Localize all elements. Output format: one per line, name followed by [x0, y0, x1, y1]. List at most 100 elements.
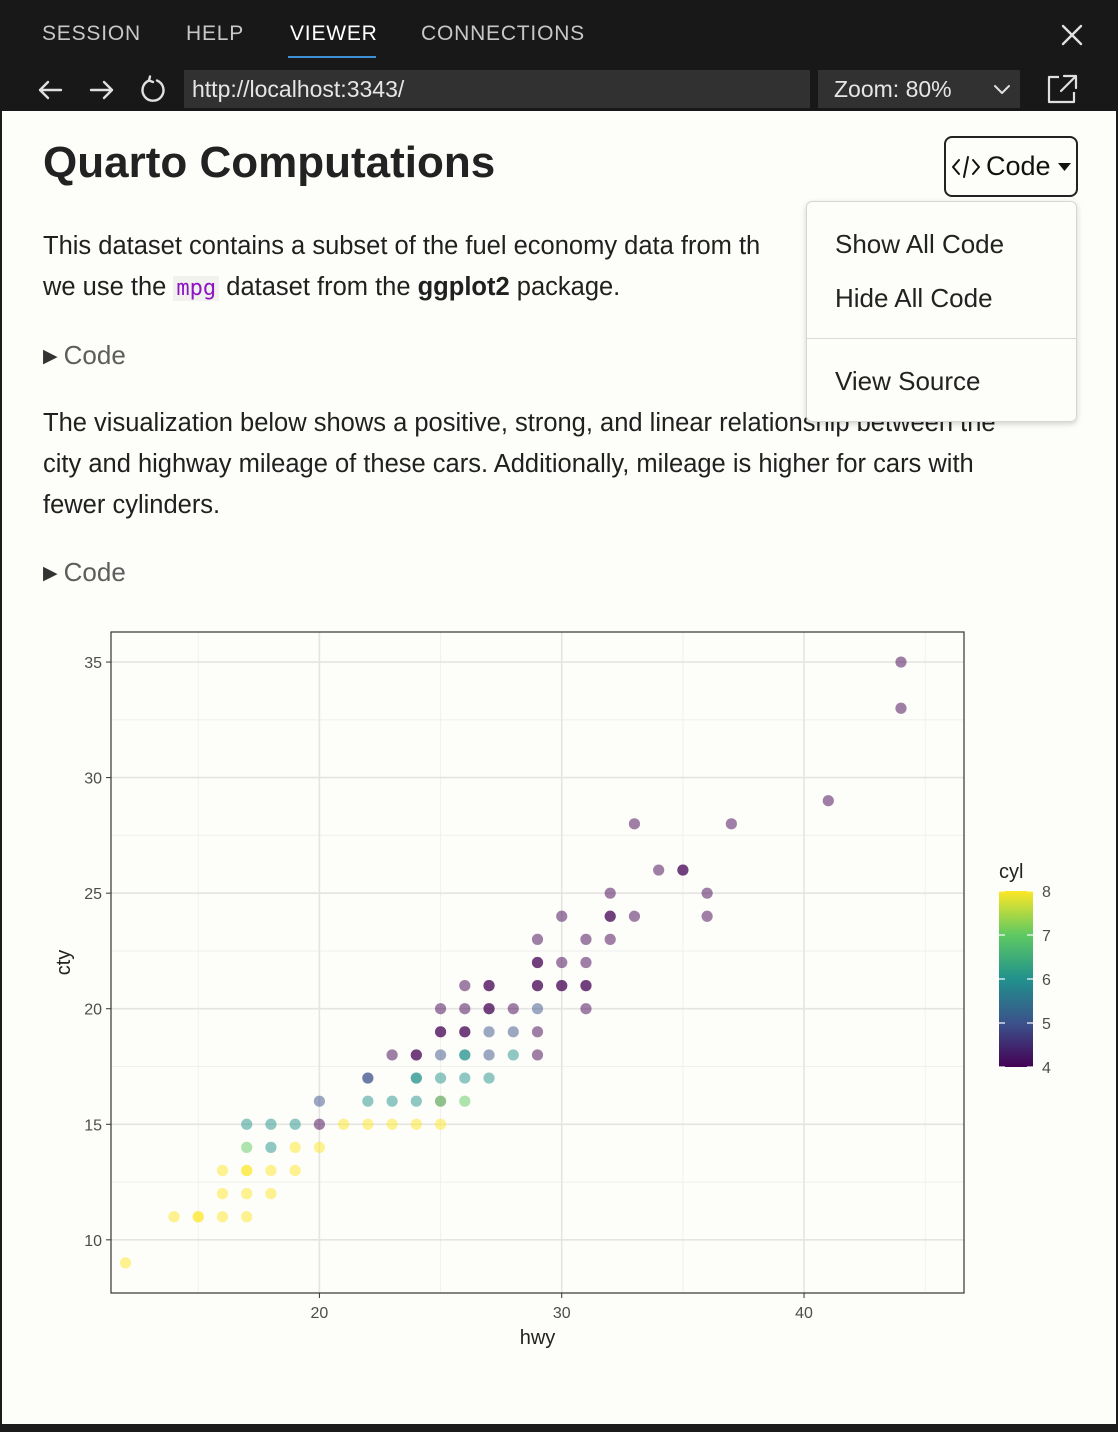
scatter-point — [434, 1049, 447, 1061]
scatter-point — [265, 1164, 277, 1177]
color-legend: cyl 4 5 6 7 8 — [999, 861, 1051, 1077]
viz-line-2: city and highway mileage of these cars. … — [43, 450, 974, 478]
legend-label: 4 — [1042, 1060, 1051, 1077]
scatter-point — [531, 956, 544, 969]
active-tab-indicator — [288, 56, 376, 58]
scatter-point — [556, 980, 568, 992]
close-icon[interactable] — [1058, 20, 1086, 50]
legend-title: cyl — [999, 861, 1023, 883]
scatter-point — [507, 1049, 519, 1061]
scatter-point — [362, 1118, 374, 1130]
scatter-point — [410, 1118, 422, 1130]
scatter-point — [241, 1164, 253, 1177]
x-tick-label: 20 — [311, 1305, 329, 1322]
scatter-point — [895, 656, 907, 668]
url-input[interactable]: http://localhost:3343/ — [184, 70, 810, 108]
text-segment: we use the — [43, 273, 174, 301]
legend-label: 7 — [1042, 928, 1051, 945]
scatter-point — [459, 1003, 471, 1015]
scatter-point — [701, 910, 713, 922]
scatter-point — [410, 1049, 422, 1061]
scatter-point — [507, 1026, 519, 1038]
y-tick-label: 10 — [84, 1233, 102, 1250]
x-tick-label: 30 — [553, 1305, 571, 1322]
tab-connections[interactable]: CONNECTIONS — [421, 22, 585, 45]
intro-line-1: This dataset contains a subset of the fu… — [43, 232, 761, 260]
scatter-point — [459, 1072, 471, 1084]
code-fold-toggle-1[interactable]: ▶ Code — [43, 340, 126, 371]
text-segment: dataset from the — [219, 273, 418, 301]
scatter-point — [604, 887, 616, 899]
scatter-point — [822, 795, 834, 807]
code-fold-label: Code — [63, 557, 126, 587]
scatter-point — [410, 1072, 422, 1084]
chevron-down-icon — [994, 85, 1010, 94]
tab-viewer[interactable]: VIEWER — [290, 22, 378, 45]
scatter-point — [604, 933, 616, 945]
scatter-point — [604, 910, 616, 922]
scatter-point — [434, 1026, 447, 1038]
menu-divider — [807, 338, 1076, 339]
scatter-point — [386, 1049, 398, 1061]
zoom-value: Zoom: 80% — [834, 76, 952, 102]
scatter-point — [265, 1118, 277, 1130]
zoom-select[interactable]: Zoom: 80% — [818, 70, 1020, 108]
scatter-point — [168, 1211, 180, 1223]
scatter-point — [628, 818, 641, 830]
inline-code-mpg: mpg — [173, 276, 220, 301]
scatter-point — [192, 1211, 204, 1223]
tab-session[interactable]: SESSION — [42, 22, 141, 45]
text-segment: package. — [509, 273, 621, 301]
tab-help[interactable]: HELP — [186, 22, 245, 45]
scatter-point — [241, 1211, 253, 1223]
menu-item-view-source[interactable]: View Source — [835, 366, 981, 396]
scatter-point — [289, 1118, 301, 1130]
code-fold-toggle-2[interactable]: ▶ Code — [43, 557, 126, 588]
scatter-point — [241, 1118, 253, 1130]
scatter-point — [483, 1072, 495, 1084]
legend-label: 6 — [1042, 972, 1051, 989]
y-axis-label: cty — [53, 950, 75, 976]
y-tick-label: 35 — [84, 655, 102, 672]
scatter-point — [459, 1049, 471, 1061]
y-tick-label: 15 — [84, 1117, 102, 1134]
menu-item-show-all-code[interactable]: Show All Code — [835, 229, 1005, 259]
scatter-point — [313, 1141, 326, 1153]
y-tick-label: 20 — [84, 1002, 102, 1019]
open-in-new-window-icon[interactable] — [1044, 72, 1080, 106]
disclosure-triangle-icon: ▶ — [43, 563, 58, 584]
scatter-point — [119, 1257, 132, 1269]
scatter-point — [459, 980, 471, 992]
scatter-point — [289, 1164, 301, 1177]
page-title: Quarto Computations — [43, 138, 496, 187]
scatter-point — [628, 910, 641, 922]
scatter-point — [410, 1095, 422, 1107]
x-tick-label: 40 — [795, 1305, 813, 1322]
bold-ggplot2: ggplot2 — [417, 273, 510, 301]
y-tick-label: 30 — [84, 771, 102, 788]
scatter-point — [580, 956, 592, 969]
code-menu-button[interactable]: Code — [944, 136, 1078, 197]
back-arrow-icon[interactable] — [34, 74, 66, 106]
forward-arrow-icon[interactable] — [86, 74, 118, 106]
scatter-point — [483, 1049, 495, 1061]
legend-label: 5 — [1042, 1016, 1051, 1033]
refresh-icon[interactable] — [137, 74, 169, 106]
scatter-point — [434, 1095, 447, 1107]
scatter-point — [701, 887, 713, 899]
scatter-point — [653, 864, 665, 876]
scatter-point — [895, 702, 907, 714]
scatter-point — [386, 1095, 398, 1107]
scatter-point — [459, 1026, 471, 1038]
scatter-point — [531, 1026, 544, 1038]
legend-label: 8 — [1042, 884, 1051, 901]
scatter-point — [483, 980, 495, 992]
bottom-border — [0, 1424, 1118, 1432]
scatter-point — [434, 1118, 447, 1130]
menu-item-hide-all-code[interactable]: Hide All Code — [835, 283, 993, 313]
scatter-point — [483, 1026, 495, 1038]
intro-paragraph: This dataset contains a subset of the fu… — [43, 226, 1073, 309]
code-menu-label: Code — [986, 151, 1051, 181]
disclosure-triangle-icon: ▶ — [43, 346, 58, 367]
viewer-nav-bar: http://localhost:3343/ Zoom: 80% — [0, 70, 1118, 111]
